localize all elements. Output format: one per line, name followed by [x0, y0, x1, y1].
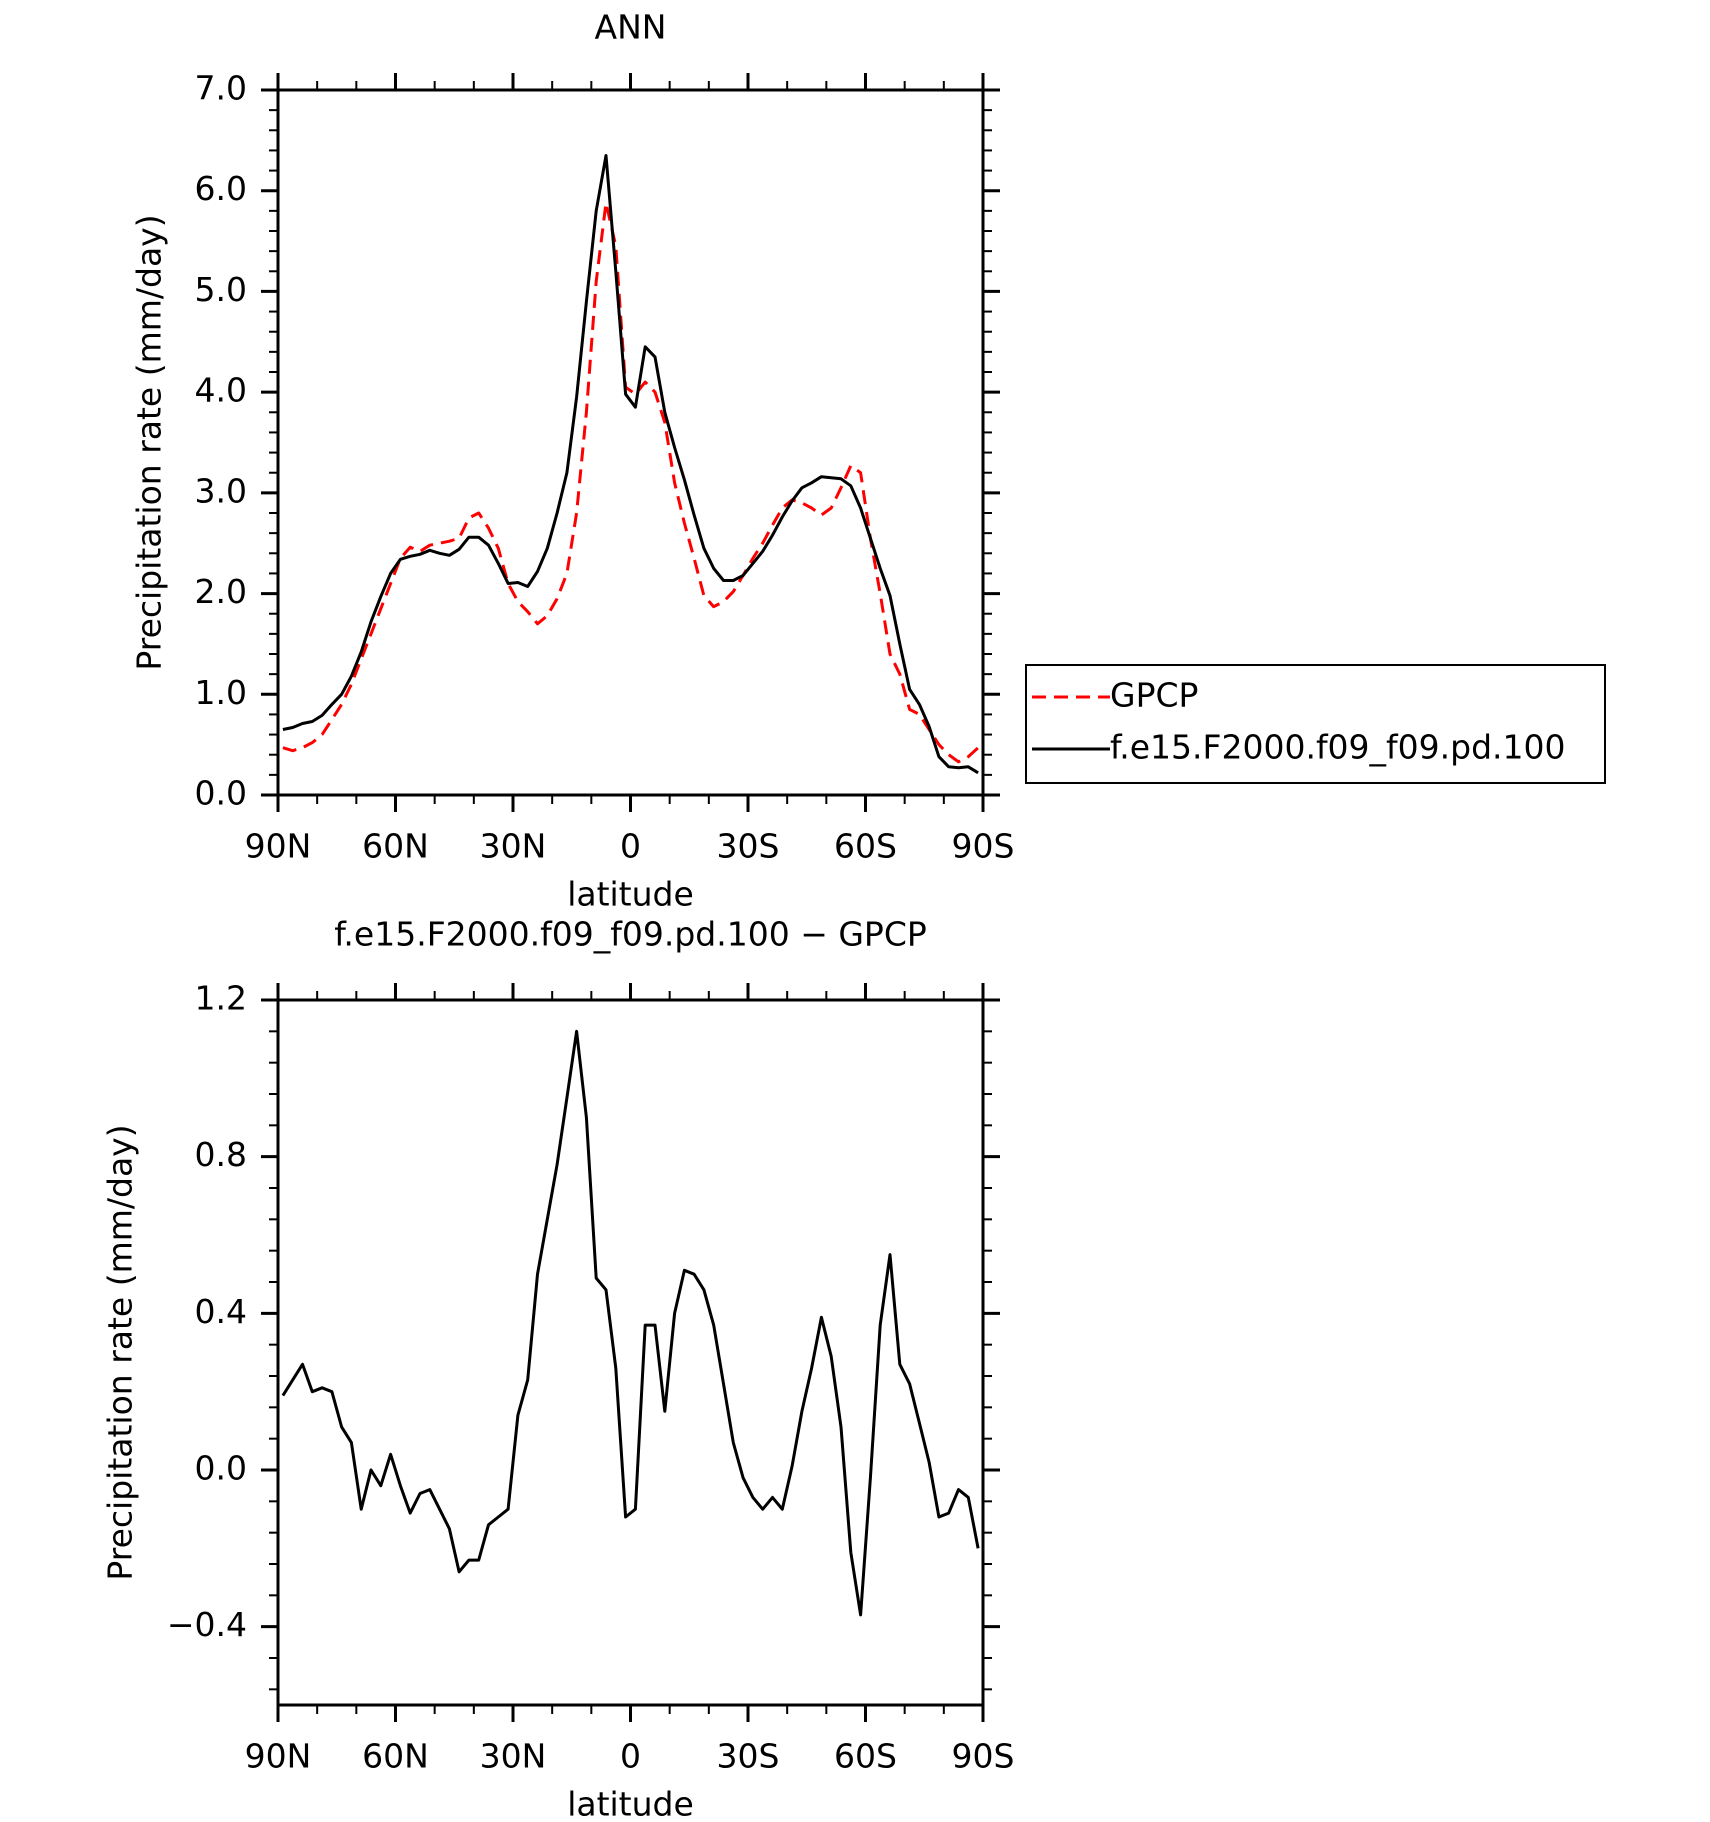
plot-frame [276, 88, 985, 797]
y-axis-label: Precipitation rate (mm/day) [130, 214, 169, 670]
chart-title: f.e15.F2000.f09_f09.pd.100 − GPCP [334, 915, 927, 954]
y-axis-label: Precipitation rate (mm/day) [101, 1124, 140, 1580]
y-tick-label: −0.4 [167, 1605, 247, 1644]
x-tick-label: 90S [952, 1737, 1015, 1776]
x-axis-label: latitude [567, 875, 694, 914]
y-tick-label: 6.0 [195, 169, 247, 208]
y-tick-label: 2.0 [195, 572, 247, 611]
x-axis-label: latitude [567, 1785, 694, 1822]
x-tick-label: 30S [717, 1737, 780, 1776]
legend-label: f.e15.F2000.f09_f09.pd.100 [1110, 728, 1566, 767]
x-tick-label: 0 [620, 1737, 641, 1776]
x-tick-label: 30S [717, 827, 780, 866]
x-tick-label: 60N [362, 827, 429, 866]
x-tick-label: 60N [362, 1737, 429, 1776]
y-tick-label: 0.0 [195, 774, 247, 813]
data-line [282, 201, 980, 764]
y-tick-label: 0.0 [195, 1449, 247, 1488]
x-tick-label: 90S [952, 827, 1015, 866]
legend-box [1025, 664, 1606, 784]
x-tick-label: 60S [834, 1737, 897, 1776]
x-tick-label: 90N [245, 827, 312, 866]
y-tick-label: 3.0 [195, 471, 247, 510]
x-tick-label: 30N [480, 1737, 547, 1776]
y-tick-label: 1.0 [195, 673, 247, 712]
y-tick-label: 4.0 [195, 371, 247, 410]
legend-label: GPCP [1110, 676, 1198, 715]
y-tick-label: 1.2 [195, 979, 247, 1018]
y-tick-label: 0.4 [195, 1292, 247, 1331]
data-line [281, 1029, 980, 1617]
x-tick-label: 90N [245, 1737, 312, 1776]
plot-frame [276, 998, 985, 1707]
y-tick-label: 5.0 [195, 270, 247, 309]
data-line [282, 154, 979, 775]
y-tick-label: 7.0 [195, 69, 247, 108]
x-tick-label: 30N [480, 827, 547, 866]
y-tick-label: 0.8 [195, 1135, 247, 1174]
chart-title: ANN [595, 8, 667, 47]
x-tick-label: 60S [834, 827, 897, 866]
x-tick-label: 0 [620, 827, 641, 866]
